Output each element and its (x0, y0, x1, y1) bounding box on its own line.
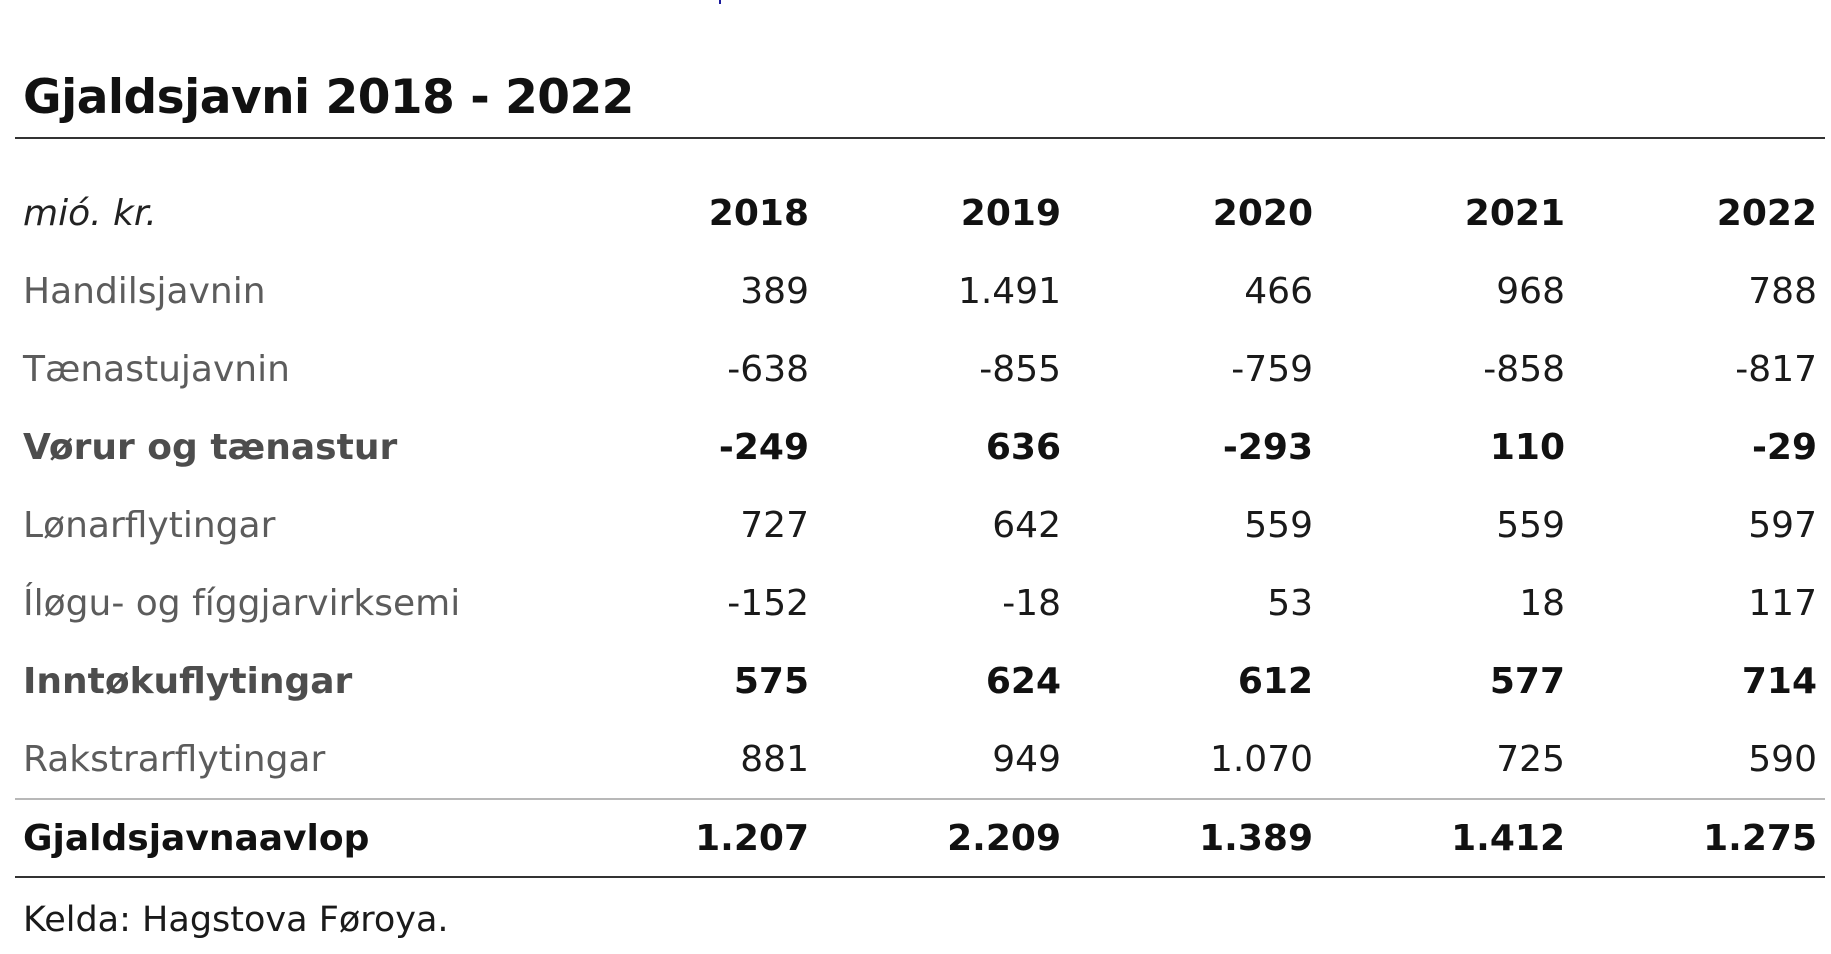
total-value: 1.275 (1573, 798, 1825, 878)
row-value: 559 (1496, 504, 1565, 546)
row-value: -249 (718, 426, 809, 468)
row-value: 18 (1519, 582, 1565, 624)
table-row: Lønarflytingar 727 642 559 559 597 (15, 486, 1825, 564)
row-value: -855 (979, 348, 1061, 390)
marker-dot (719, 0, 721, 4)
row-value: 590 (1748, 738, 1817, 780)
row-value: 597 (1748, 504, 1817, 546)
row-value: 624 (985, 660, 1061, 702)
row-value: 642 (992, 504, 1061, 546)
row-value: 636 (985, 426, 1061, 468)
year-header: 2022 (1716, 192, 1817, 234)
row-value: 1.070 (1209, 738, 1313, 780)
total-label: Gjaldsjavnaavlop (15, 798, 565, 878)
table-row: Tænastujavnin -638 -855 -759 -858 -817 (15, 330, 1825, 408)
row-value: 714 (1741, 660, 1817, 702)
header-row: mió. kr. 2018 2019 2020 2021 2022 (15, 174, 1825, 252)
row-value: 110 (1489, 426, 1565, 468)
row-label: Vørur og tænastur (23, 426, 398, 468)
year-header: 2020 (1212, 192, 1313, 234)
page-title: Gjaldsjavni 2018 - 2022 (23, 70, 634, 125)
row-value: -18 (1002, 582, 1061, 624)
total-value: 1.207 (565, 798, 817, 878)
row-value: 466 (1244, 270, 1313, 312)
row-value: 612 (1237, 660, 1313, 702)
row-value: 575 (733, 660, 809, 702)
year-header: 2018 (708, 192, 809, 234)
row-value: 53 (1267, 582, 1313, 624)
year-header: 2021 (1464, 192, 1565, 234)
row-value: 117 (1748, 582, 1817, 624)
row-value: 577 (1489, 660, 1565, 702)
unit-label: mió. kr. (23, 192, 157, 234)
row-value: 788 (1748, 270, 1817, 312)
row-label: Lønarflytingar (23, 504, 276, 546)
balance-of-payments-table: mió. kr. 2018 2019 2020 2021 2022 Handil… (15, 174, 1825, 878)
row-label: Inntøkuflytingar (23, 660, 353, 702)
total-value: 1.412 (1321, 798, 1573, 878)
row-value: 727 (740, 504, 809, 546)
source-note: Kelda: Hagstova Føroya. (23, 900, 449, 940)
row-label: Rakstrarflytingar (23, 738, 326, 780)
total-value: 2.209 (817, 798, 1069, 878)
subtotal-row: Inntøkuflytingar 575 624 612 577 714 (15, 642, 1825, 720)
row-label: Tænastujavnin (23, 348, 290, 390)
row-value: -152 (727, 582, 809, 624)
row-value: 949 (992, 738, 1061, 780)
table-row: Rakstrarflytingar 881 949 1.070 725 590 (15, 720, 1825, 799)
row-value: 1.491 (957, 270, 1061, 312)
row-value: -759 (1231, 348, 1313, 390)
row-value: 881 (740, 738, 809, 780)
row-label: Íløgu- og fíggjarvirksemi (23, 582, 461, 624)
row-value: -858 (1483, 348, 1565, 390)
subtotal-row: Vørur og tænastur -249 636 -293 110 -29 (15, 408, 1825, 486)
row-label: Handilsjavnin (23, 270, 266, 312)
year-header: 2019 (960, 192, 1061, 234)
row-value: 725 (1496, 738, 1565, 780)
total-value: 1.389 (1069, 798, 1321, 878)
row-value: 559 (1244, 504, 1313, 546)
row-value: 389 (740, 270, 809, 312)
row-value: -817 (1735, 348, 1817, 390)
title-divider (15, 137, 1825, 139)
row-value: 968 (1496, 270, 1565, 312)
table-row: Íløgu- og fíggjarvirksemi -152 -18 53 18 117 (15, 564, 1825, 642)
table-row: Handilsjavnin 389 1.491 466 968 788 (15, 252, 1825, 330)
row-value: -638 (727, 348, 809, 390)
row-value: -293 (1222, 426, 1313, 468)
total-row: Gjaldsjavnaavlop 1.207 2.209 1.389 1.412 1.27… (15, 798, 1825, 878)
row-value: -29 (1751, 426, 1817, 468)
